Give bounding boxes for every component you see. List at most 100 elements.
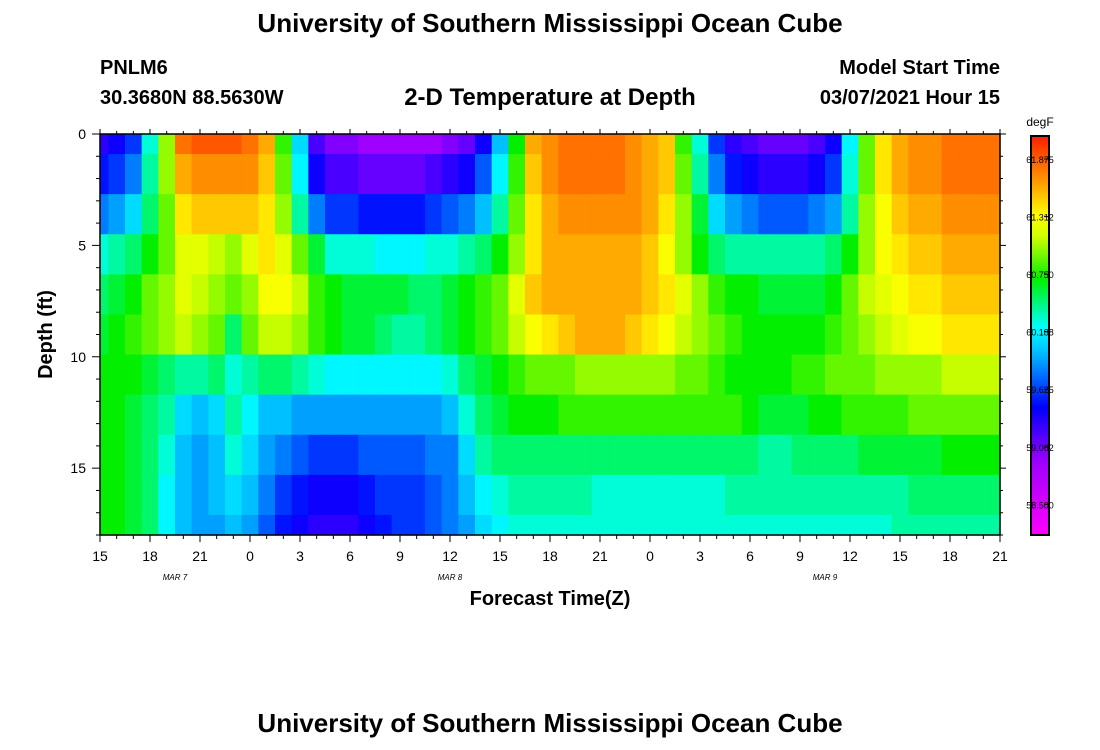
heatmap-cell	[325, 394, 343, 436]
heatmap-cell	[691, 514, 709, 536]
heatmap-cell	[175, 514, 193, 536]
heatmap-cell	[591, 514, 609, 536]
heatmap-cell	[758, 394, 776, 436]
heatmap-cell	[408, 434, 426, 476]
heatmap-cell	[125, 194, 143, 235]
heatmap-cell	[991, 354, 1001, 396]
model-start-label: Model Start Time	[839, 57, 1000, 79]
heatmap-cell	[175, 354, 193, 396]
heatmap-cell	[641, 134, 659, 155]
heatmap-cell	[908, 154, 926, 195]
y-tick-label: 15	[70, 460, 86, 476]
heatmap-cell	[825, 474, 843, 516]
heatmap-cell	[375, 354, 393, 396]
heatmap-cell	[491, 394, 509, 436]
x-tick-label: 21	[592, 548, 608, 564]
heatmap-cell	[625, 474, 643, 516]
heatmap-cell	[958, 194, 976, 235]
heatmap-cell	[558, 434, 576, 476]
heatmap-cell	[675, 514, 693, 536]
heatmap-cell	[508, 234, 526, 275]
heatmap-cell	[875, 194, 893, 235]
x-tick-label: 15	[892, 548, 908, 564]
heatmap-cell	[425, 134, 443, 155]
heatmap-cell	[241, 234, 259, 275]
heatmap-cell	[825, 194, 843, 235]
x-tick-label: 18	[142, 548, 158, 564]
heatmap-cell	[100, 234, 109, 275]
heatmap-cell	[275, 234, 293, 275]
heatmap-cell	[725, 394, 743, 436]
heatmap-cell	[125, 434, 143, 476]
heatmap-cell	[758, 354, 776, 396]
heatmap-cell	[308, 514, 326, 536]
heatmap-cell	[691, 314, 709, 356]
heatmap-cell	[808, 154, 826, 195]
heatmap-cell	[891, 194, 909, 235]
heatmap-cell	[908, 194, 926, 235]
heatmap-cell	[841, 274, 859, 316]
x-tick-label: 9	[796, 548, 804, 564]
heatmap-cell	[141, 474, 159, 516]
heatmap-cell	[908, 354, 926, 396]
heatmap-cell	[375, 234, 393, 275]
heatmap-cell	[408, 194, 426, 235]
heatmap-cell	[708, 354, 726, 396]
heatmap-cell	[925, 514, 943, 536]
heatmap-cell	[275, 314, 293, 356]
heatmap-cell	[441, 274, 459, 316]
heatmap-cell	[258, 154, 276, 195]
heatmap-cell	[125, 154, 143, 195]
heatmap-cell	[908, 314, 926, 356]
heatmap-cell	[775, 234, 793, 275]
heatmap-cell	[541, 474, 559, 516]
heatmap-cell	[691, 354, 709, 396]
heatmap-cell	[108, 194, 126, 235]
heatmap-cell	[491, 234, 509, 275]
heatmap-cell	[725, 314, 743, 356]
heatmap-cell	[158, 394, 176, 436]
heatmap-cell	[808, 134, 826, 155]
colorbar-units: degF	[1026, 115, 1053, 129]
heatmap-cell	[791, 434, 809, 476]
heatmap-cell	[491, 354, 509, 396]
heatmap-cell	[191, 394, 209, 436]
heatmap-cell	[158, 194, 176, 235]
heatmap-cell	[875, 434, 893, 476]
heatmap-cell	[325, 134, 343, 155]
heatmap-cell	[458, 154, 476, 195]
heatmap-cell	[991, 514, 1001, 536]
heatmap-cell	[608, 134, 626, 155]
heatmap-cell	[758, 474, 776, 516]
heatmap-cell	[258, 514, 276, 536]
heatmap-cell	[191, 154, 209, 195]
x-tick-label: 9	[396, 548, 404, 564]
heatmap-cell	[775, 434, 793, 476]
heatmap-cell	[141, 134, 159, 155]
heatmap-cell	[691, 274, 709, 316]
heatmap-cell	[425, 394, 443, 436]
heatmap-cell	[908, 134, 926, 155]
heatmap-cell	[925, 394, 943, 436]
heatmap-cell	[191, 234, 209, 275]
heatmap-cell	[308, 434, 326, 476]
heatmap-cell	[225, 514, 243, 536]
heatmap-cell	[158, 434, 176, 476]
heatmap-cell	[408, 354, 426, 396]
heatmap-cell	[758, 154, 776, 195]
heatmap-cell	[875, 154, 893, 195]
heatmap-cell	[275, 434, 293, 476]
heatmap-cell	[391, 154, 409, 195]
heatmap-cell	[458, 394, 476, 436]
heatmap-cell	[241, 134, 259, 155]
heatmap-cell	[508, 394, 526, 436]
heatmap-cell	[108, 234, 126, 275]
heatmap-cell	[108, 134, 126, 155]
heatmap-cell	[575, 274, 593, 316]
heatmap-cell	[675, 234, 693, 275]
heatmap-cell	[275, 154, 293, 195]
heatmap-cell	[941, 134, 959, 155]
heatmap-cell	[258, 394, 276, 436]
heatmap-cell	[941, 474, 959, 516]
y-tick-label: 5	[78, 237, 86, 253]
